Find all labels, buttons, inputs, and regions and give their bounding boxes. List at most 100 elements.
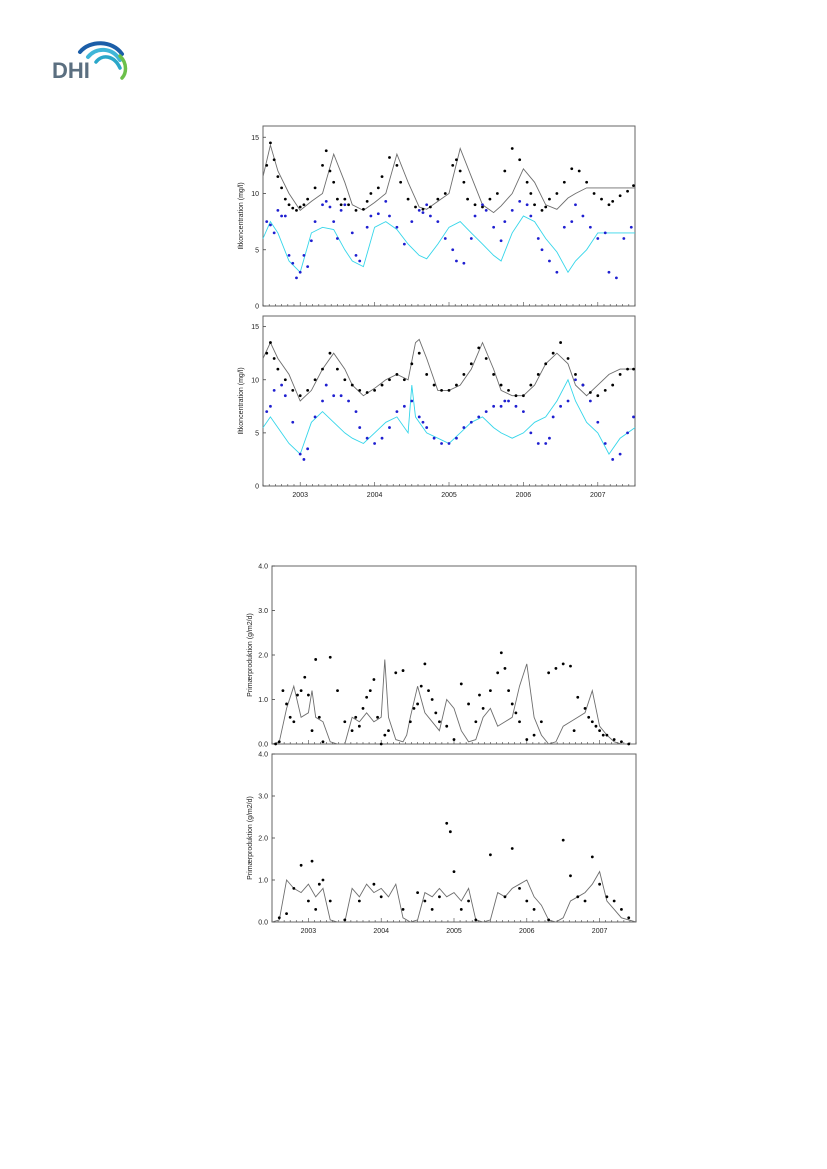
pp-top-measured-point [510, 702, 514, 706]
oxygen-top-measured-surface-point [443, 192, 447, 195]
pp-top-measured-point [587, 715, 591, 719]
pp-bottom-measured-point [379, 895, 383, 899]
oxygen-bottom-ytick-label: 15 [251, 324, 259, 331]
oxygen-bottom-xtick-label: 2006 [516, 492, 532, 499]
oxygen-bottom-measured-surface-point [298, 394, 302, 398]
pp-top-measured-point [303, 675, 307, 679]
oxygen-bottom-measured-bottom-point [503, 399, 507, 403]
oxygen-top-measured-bottom-point [499, 239, 503, 243]
oxygen-top-measured-bottom-point [402, 242, 406, 246]
oxygen-bottom-measured-bottom-point [339, 394, 343, 398]
oxygen-bottom-measured-surface-point [544, 362, 548, 366]
oxygen-top-measured-surface-point [529, 192, 533, 195]
oxygen-bottom-measured-bottom-point [529, 431, 533, 435]
oxygen-top-measured-bottom-point [570, 220, 574, 224]
pp-top-measured-point [365, 695, 369, 699]
pp-top-measured-point [561, 662, 565, 666]
pp-top-measured-point [343, 720, 347, 724]
oxygen-bottom-measured-surface-point [514, 394, 518, 398]
oxygen-chart: 0 5 10 15 Iltkoncentration (mg/l) 0 5 10 15 2003… [238, 125, 636, 499]
oxygen-bottom-measured-bottom-point [347, 399, 350, 403]
pp-top-measured-point [281, 689, 285, 692]
oxygen-top-measured-bottom-point [298, 270, 302, 274]
pp-top-ylabel: Primærproduktion (g/m2/d) [247, 613, 254, 697]
oxygen-bottom-measured-bottom-point [388, 426, 391, 429]
oxygen-top-measured-surface-point [548, 197, 551, 201]
oxygen-bottom-measured-surface-point [611, 383, 615, 387]
oxygen-bottom-measured-bottom-point [432, 436, 436, 440]
oxygen-top-measured-surface-point [343, 197, 347, 201]
oxygen-bottom-measured-surface-point [536, 373, 540, 376]
oxygen-bottom-measured-bottom-point [332, 394, 336, 398]
pp-top-measured-point [321, 740, 325, 744]
logo-swoosh-green [118, 54, 128, 80]
oxygen-top-measured-bottom-point [272, 231, 276, 235]
pp-bottom-xtick-label: 2005 [446, 928, 462, 935]
pp-bottom-measured-point [561, 838, 565, 842]
pp-bottom-measured-point [590, 855, 594, 859]
oxygen-top-measured-bottom-point [302, 253, 306, 257]
oxygen-bottom-measured-surface-point [265, 351, 269, 355]
oxygen-top-ylabel: Iltkoncentration (mg/l) [238, 182, 245, 249]
oxygen-top-measured-bottom-point [603, 231, 607, 235]
pp-top-measured-point [430, 698, 434, 701]
oxygen-top-measured-surface-point [600, 197, 603, 201]
pp-top-measured-point [445, 724, 449, 728]
oxygen-top-measured-bottom-point [622, 237, 626, 240]
oxygen-top-measured-surface-point [365, 199, 369, 203]
oxygen-top-measured-surface-point [302, 203, 306, 207]
pp-bottom-measured-point [598, 882, 601, 886]
oxygen-bottom-measured-surface-point [365, 391, 369, 394]
oxygen-top-measured-surface-point [533, 203, 536, 207]
oxygen-top-measured-bottom-point [462, 261, 466, 265]
oxygen-top-measured-bottom-point [540, 248, 544, 252]
oxygen-bottom-measured-bottom-point [632, 415, 635, 419]
oxygen-top-measured-surface-point [555, 192, 559, 195]
pp-bottom-xtick-label: 2004 [373, 928, 389, 935]
logo-swoosh-dark [78, 41, 124, 56]
oxygen-top-measured-surface-point [540, 208, 544, 212]
pp-top-measured-point [489, 689, 492, 692]
oxygen-top-measured-bottom-point [395, 225, 399, 229]
pp-top-measured-point [416, 702, 419, 706]
pp-top-measured-point [372, 678, 376, 681]
pp-top-measured-point [368, 689, 372, 692]
oxygen-top-measured-bottom-point [481, 203, 484, 207]
oxygen-top-measured-surface-point [328, 169, 332, 173]
pp-bottom-ytick-label: 3.0 [258, 794, 268, 801]
pp-bottom-model-line [271, 870, 637, 923]
pp-top-ytick-label: 1.0 [258, 697, 268, 704]
pp-top-measured-point [379, 742, 383, 746]
pp-bottom-frame [271, 753, 637, 923]
pp-top-measured-point [481, 707, 485, 710]
oxygen-top-measured-surface-point [503, 169, 507, 173]
oxygen-top-measured-surface-point [544, 205, 548, 209]
oxygen-top-measured-surface-point [462, 180, 466, 184]
oxygen-top-measured-surface-point [481, 205, 484, 209]
pp-bottom-measured-point [448, 830, 452, 834]
oxygen-bottom-measured-surface-point [313, 378, 317, 382]
oxygen-bottom-measured-surface-point [477, 346, 481, 350]
pp-top-measured-point [434, 711, 438, 715]
pp-top-model-line [271, 659, 636, 745]
oxygen-top-measured-bottom-point [324, 199, 328, 203]
pp-bottom-measured-point [583, 899, 587, 903]
oxygen-top-ytick-label: 5 [255, 247, 259, 254]
oxygen-top-measured-surface-point [272, 158, 276, 162]
oxygen-top-measured-bottom-point [384, 199, 388, 203]
pp-top-measured-point [296, 693, 299, 697]
pp-top-measured-point [496, 671, 500, 675]
logo-swoosh-mid [86, 47, 122, 62]
pp-top-measured-point [427, 689, 430, 692]
oxygen-top-measured-bottom-point [443, 237, 447, 240]
oxygen-bottom-measured-bottom-point [514, 404, 518, 408]
pp-bottom-measured-point [474, 918, 478, 922]
oxygen-bottom-measured-surface-point [417, 351, 421, 355]
oxygen-top-measured-surface-point [280, 186, 283, 190]
oxygen-bottom-measured-bottom-point [447, 442, 451, 445]
oxygen-top-measured-bottom-point [265, 220, 269, 224]
oxygen-bottom-measured-bottom-point [611, 458, 615, 461]
pp-bottom-measured-point [401, 908, 405, 911]
oxygen-top-measured-surface-point [269, 141, 272, 145]
oxygen-top-measured-surface-point [525, 180, 529, 184]
